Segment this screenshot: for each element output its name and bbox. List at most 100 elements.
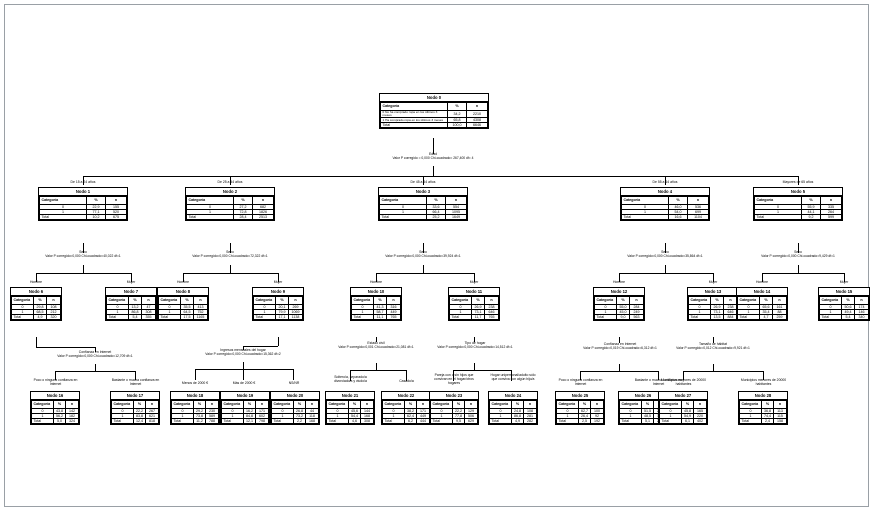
- table-row: 1 44,1 264: [754, 208, 842, 215]
- connector: [423, 265, 424, 273]
- edge-label-node-22: Casado/a: [399, 379, 414, 383]
- node-6[interactable]: Nodo 6 Categoría% n 0 29,8 108 1 68,5 212 Tot…: [10, 287, 62, 321]
- node-7[interactable]: Nodo 7 Categoría% n 0 13,2 47 1 86,8 308 Tota…: [105, 287, 157, 321]
- node-2[interactable]: Nodo 2 Categoría% n 0 27,2 682 1 72,8 1826 To…: [185, 187, 275, 221]
- edge-label-node-26: Bastante o mucha confianza en Internet: [634, 378, 683, 386]
- split-label-sexo-2: Sexo Valor P corregido=0,000 Chi-cuadrad…: [192, 250, 268, 258]
- node-14-table: Categoría% n 0 65,6 161 1 35,4 88 Total 4,7 259: [737, 296, 787, 321]
- connector: [844, 273, 845, 282]
- node-8-title: Nodo 8: [158, 288, 208, 297]
- table-row: 0 46,0 536: [621, 203, 709, 210]
- table-row: 0 35,5 413: [158, 303, 208, 310]
- connector: [665, 176, 666, 185]
- connector: [55, 371, 56, 380]
- connector: [230, 243, 231, 253]
- node-20[interactable]: Nodo 20 Categoría% n 0 26,8 44 1 73,2 118 Tot…: [270, 391, 320, 425]
- connector: [474, 337, 475, 342]
- node-19[interactable]: Nodo 19 Categoría% n 0 16,2 171 1 84,8 602 To…: [220, 391, 270, 425]
- table-row: Total 16,6 1104: [621, 213, 709, 221]
- node-2-table: Categoría% n 0 27,2 682 1 72,8 1826 Total 28,4…: [186, 196, 274, 221]
- node-25[interactable]: Nodo 25 Categoría% n 0 62,7 100 1 26,4 92 Tot…: [555, 391, 605, 425]
- edge-label-node-17: Bastante o mucha confianza en Internet: [111, 378, 160, 386]
- table-row: 1 73,8 589: [171, 412, 219, 419]
- connector: [243, 369, 244, 380]
- node-15[interactable]: Nodo 15 Categoría% n 0 50,6 174 1 49,4 146 To…: [818, 287, 870, 321]
- node-21-table: Categoría% n 0 45,6 144 1 54,4 168 Total 4,6 30…: [326, 400, 374, 425]
- node-5[interactable]: Nodo 5 Categoría% n 0 55,9 335 1 44,1 264 Tot…: [753, 187, 843, 221]
- connector: [619, 337, 620, 343]
- table-row: 1 35,4 88: [737, 308, 787, 315]
- node-4-title: Nodo 4: [621, 188, 709, 197]
- node-21-title: Nodo 21: [326, 392, 374, 401]
- table-row: 1 73,2 118: [271, 412, 319, 419]
- node-28-table: Categoría% n 0 36,8 113 1 74,4 115 Total 2,4 15…: [739, 400, 787, 425]
- node-11[interactable]: Nodo 11 Categoría% n 0 26,9 238 1 73,1 646 To…: [448, 287, 500, 321]
- diagram-frame: Nodo 0 Categoría % n 0 No ha comprado ro…: [4, 4, 870, 507]
- connector: [55, 371, 135, 372]
- node-10[interactable]: Nodo 10 Categoría% n 0 41,3 316 1 58,7 449 To…: [350, 287, 402, 321]
- table-row: 1 56,2 182: [31, 412, 79, 419]
- connector: [713, 364, 714, 371]
- table-row: 1 73,1 646: [688, 308, 738, 315]
- connector: [763, 371, 764, 380]
- node-23[interactable]: Nodo 23 Categoría% n 0 22,2 129 1 77,8 506 To…: [429, 391, 479, 425]
- edge-label-node-11: Mujer: [469, 280, 479, 284]
- connector: [658, 371, 659, 380]
- connector: [183, 273, 184, 282]
- node-24-table: Categoría% n 0 24,8 108 1 86,8 281 Total 4,9 28…: [489, 400, 537, 425]
- connector: [376, 273, 377, 282]
- table-row: 0 45,6 144: [326, 407, 374, 414]
- node-11-table: Categoría% n 0 26,9 238 1 73,1 646 Total 11,7 7…: [449, 296, 499, 321]
- table-row: 1 58,7 449: [351, 308, 401, 315]
- node-16[interactable]: Nodo 16 Categoría% n 0 43,8 142 1 56,2 182 To…: [30, 391, 80, 425]
- table-row: Total 9,2 599: [754, 213, 842, 221]
- connector: [36, 337, 37, 347]
- node-1[interactable]: Nodo 1 Categoría% n 0 22,9 155 1 77,1 520 Tot…: [38, 187, 128, 221]
- node-6-title: Nodo 6: [11, 288, 61, 297]
- node-13[interactable]: Nodo 13 Categoría% n 0 26,9 238 1 73,1 646 To…: [687, 287, 739, 321]
- table-row: Total 13,5 884: [688, 313, 738, 321]
- table-row: 1 73,1 646: [449, 308, 499, 315]
- connector: [683, 371, 684, 380]
- split-label-ingresos: Ingresos mensuales del hogar Valor P cor…: [205, 348, 281, 356]
- node-28[interactable]: Nodo 28 Categoría% n 0 36,8 113 1 74,4 115 To…: [738, 391, 788, 425]
- node-27[interactable]: Nodo 27 Categoría% n 0 45,8 165 1 54,9 220 To…: [658, 391, 708, 425]
- table-row: 0 24,8 108: [489, 407, 537, 414]
- connector: [474, 363, 475, 370]
- node-20-table: Categoría% n 0 26,8 44 1 73,2 118 Total 2,2 168: [271, 400, 319, 425]
- node-4[interactable]: Nodo 4 Categoría% n 0 46,0 536 1 54,0 699 Tot…: [620, 187, 710, 221]
- connector: [762, 273, 763, 282]
- split-label-sexo-5: Sexo Valor P corregido=0,000 Chi-cuadrad…: [761, 250, 835, 258]
- node-18[interactable]: Nodo 18 Categoría% n 0 29,2 230 1 73,8 589 To…: [170, 391, 220, 425]
- node-22[interactable]: Nodo 22 Categoría% n 0 38,2 171 1 62,4 449 To…: [381, 391, 431, 425]
- connector: [135, 371, 136, 380]
- table-row: 0 55,0 284: [594, 303, 644, 310]
- node-21[interactable]: Nodo 21 Categoría% n 0 45,6 144 1 54,4 168 To…: [325, 391, 375, 425]
- node-8[interactable]: Nodo 8 Categoría% n 0 35,5 413 1 64,5 752 Tot…: [157, 287, 209, 321]
- node-12[interactable]: Nodo 12 Categoría% n 0 55,0 284 1 45,0 249 To…: [593, 287, 645, 321]
- node-14[interactable]: Nodo 14 Categoría% n 0 65,6 161 1 35,4 88 Tot…: [736, 287, 788, 321]
- node-17-title: Nodo 17: [111, 392, 159, 401]
- node-3[interactable]: Nodo 3 Categoría% n 0 33,6 554 1 66,4 1095 To…: [378, 187, 468, 221]
- table-row: Total 6,1 402: [659, 417, 707, 425]
- connector: [798, 265, 799, 273]
- node-27-title: Nodo 27: [659, 392, 707, 401]
- table-row: 1 49,4 146: [819, 308, 869, 315]
- table-row: 1 86,8 281: [489, 412, 537, 419]
- node-17[interactable]: Nodo 17 Categoría% n 0 22,2 267 1 83,8 621 To…: [110, 391, 160, 425]
- node-24[interactable]: Nodo 24 Categoría% n 0 24,8 108 1 86,8 281 To…: [488, 391, 538, 425]
- table-row: 0 22,2 267: [111, 407, 159, 414]
- table-row: Total 9,5 629: [430, 417, 478, 425]
- table-row: Total 100,0 6646: [380, 122, 488, 129]
- connector: [183, 273, 278, 274]
- node-15-table: Categoría% n 0 50,6 174 1 49,4 146 Total 5,4 34…: [819, 296, 869, 321]
- col-header-n: n: [466, 102, 488, 111]
- table-row: 0 26,9 238: [688, 303, 738, 310]
- node-3-title: Nodo 3: [379, 188, 467, 197]
- node-9-title: Nodo 9: [253, 288, 303, 297]
- node-9[interactable]: Nodo 9 Categoría% n 0 20,1 269 1 79,9 1069 To…: [252, 287, 304, 321]
- table-row: Total 12,4 818: [111, 417, 159, 425]
- split-label-edad: Edad Valor P corregido = 0,000 Chi-cuadr…: [392, 152, 474, 160]
- node-0[interactable]: Nodo 0 Categoría % n 0 No ha comprado ro…: [379, 93, 489, 130]
- node-15-title: Nodo 15: [819, 288, 869, 297]
